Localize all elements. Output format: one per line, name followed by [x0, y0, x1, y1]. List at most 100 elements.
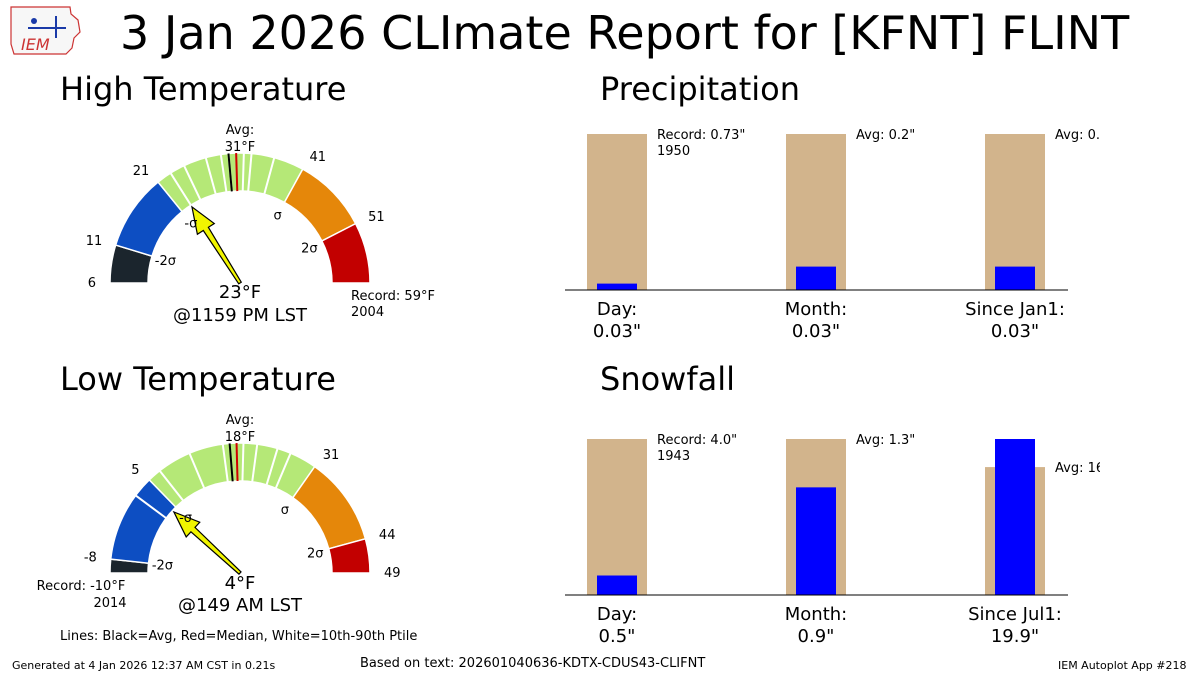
observed-time-label: @1159 PM LST	[173, 305, 308, 326]
sigma-label: -2σ	[152, 559, 173, 574]
scale-label: 44	[379, 528, 396, 543]
category-value-label: 19.9"	[991, 626, 1039, 647]
observed-time-label: @149 AM LST	[178, 595, 303, 616]
percentile-line	[274, 452, 292, 489]
scale-label: 41	[310, 150, 327, 165]
category-value-label: 0.9"	[798, 626, 835, 647]
gauge-band-above-2sigma	[320, 222, 371, 284]
low-temperature-title: Low Temperature	[60, 360, 336, 398]
category-value-label: 0.03"	[991, 321, 1039, 342]
precipitation-chart: Day: Month: Since Jan1: 0.03" 0.03" 0.03…	[565, 128, 1100, 342]
average-bar	[985, 134, 1045, 290]
sigma-label: σ	[274, 209, 282, 224]
logo-text: IEM	[21, 35, 50, 54]
category-value-label: 0.03"	[792, 321, 840, 342]
sigma-label: σ	[281, 503, 289, 518]
gauge-band-above-2sigma	[327, 537, 371, 574]
median-line	[235, 443, 239, 482]
sigma-label: 2σ	[301, 241, 318, 256]
low-temperature-gauge: -8 5 31 44 49 -2σ -σ σ 2σ Avg: 18°F 4°F …	[37, 413, 401, 616]
bar-annotation: Avg: 1.3"	[856, 433, 915, 448]
avg-value-label: 31°F	[225, 140, 256, 155]
needle-icon	[191, 205, 243, 285]
percentile-line	[135, 494, 167, 519]
sigma-label: -σ	[179, 511, 192, 526]
category-label: Month:	[785, 299, 847, 320]
precipitation-title: Precipitation	[600, 70, 801, 108]
percentile-line	[183, 165, 202, 201]
source-text-label: Based on text: 202601040636-KDTX-CDUS43-…	[360, 656, 706, 671]
percentile-line	[247, 153, 253, 192]
observed-bar	[995, 266, 1035, 290]
record-year-label: 2004	[351, 305, 384, 320]
app-label: IEM Autoplot App #218	[1058, 659, 1187, 672]
scale-label: 6	[88, 276, 96, 291]
iem-logo: IEM	[10, 6, 81, 55]
sigma-label: -σ	[184, 216, 197, 231]
category-label: Since Jan1:	[965, 299, 1065, 320]
snowfall-title: Snowfall	[600, 360, 735, 398]
snowfall-chart: Day: Month: Since Jul1: 0.5" 0.9" 19.9" …	[565, 433, 1100, 647]
avg-value-label: 18°F	[225, 430, 256, 445]
generated-timestamp: Generated at 4 Jan 2026 12:37 AM CST in …	[12, 659, 276, 672]
percentile-line	[241, 443, 245, 482]
category-value-label: 0.5"	[599, 626, 636, 647]
bar-annotation: Record: 0.73"	[657, 128, 745, 143]
scale-label: -8	[84, 551, 97, 566]
scale-label: 11	[86, 234, 103, 249]
bar-annotation: Avg: 0.2"	[856, 128, 915, 143]
category-value-label: 0.03"	[593, 321, 641, 342]
category-label: Month:	[785, 604, 847, 625]
bar-annotation: Avg: 16.3"	[1055, 461, 1100, 476]
average-bar	[786, 134, 846, 290]
observed-bar	[597, 283, 637, 290]
iowa-outline-icon	[10, 6, 81, 55]
scale-label: 51	[368, 210, 385, 225]
bar-annotation: Avg: 0.2"	[1055, 128, 1100, 143]
scale-label: 49	[384, 566, 401, 581]
bar-annotation-year: 1950	[657, 144, 690, 159]
sigma-label: -2σ	[155, 254, 176, 269]
page-title: 3 Jan 2026 CLImate Report for [KFNT] FLI…	[120, 6, 1130, 60]
percentile-line	[251, 444, 259, 482]
scale-label: 21	[133, 164, 150, 179]
category-label: Day:	[597, 604, 637, 625]
average-bar	[587, 439, 647, 595]
avg-label: Avg:	[226, 123, 254, 138]
percentile-line	[219, 154, 228, 193]
category-label: Day:	[597, 299, 637, 320]
avg-label: Avg:	[226, 413, 254, 428]
scale-label: 5	[131, 463, 139, 478]
average-line	[227, 153, 233, 192]
average-line	[228, 443, 234, 482]
scale-label: 31	[323, 448, 340, 463]
record-label: Record: 59°F	[351, 289, 435, 304]
percentile-line	[265, 448, 279, 486]
percentile-line	[241, 153, 245, 192]
category-label: Since Jul1:	[968, 604, 1062, 625]
observed-bar	[597, 575, 637, 595]
high-temperature-gauge: 6 11 21 41 51 -2σ -σ σ 2σ Avg: 31°F 23°F…	[86, 123, 435, 326]
median-line	[235, 153, 239, 192]
percentile-line	[158, 470, 184, 502]
needle-icon	[172, 510, 242, 575]
sigma-label: 2σ	[307, 546, 324, 561]
observed-value-label: 4°F	[225, 573, 256, 594]
percentile-line	[263, 157, 276, 195]
bar-annotation: Record: 4.0"	[657, 433, 737, 448]
record-label: Record: -10°F	[37, 579, 126, 594]
percentile-line	[188, 452, 206, 489]
percentile-line	[221, 444, 229, 482]
percentile-line	[204, 157, 217, 195]
percentile-line	[169, 172, 192, 206]
bar-annotation-year: 1943	[657, 449, 690, 464]
observed-value-label: 23°F	[219, 282, 261, 303]
observed-bar	[796, 487, 836, 595]
observed-bar	[995, 439, 1035, 595]
high-temperature-title: High Temperature	[60, 70, 347, 108]
average-bar	[587, 134, 647, 290]
observed-bar	[796, 266, 836, 290]
lines-legend: Lines: Black=Avg, Red=Median, White=10th…	[60, 629, 418, 644]
record-year-label: 2014	[93, 596, 126, 611]
